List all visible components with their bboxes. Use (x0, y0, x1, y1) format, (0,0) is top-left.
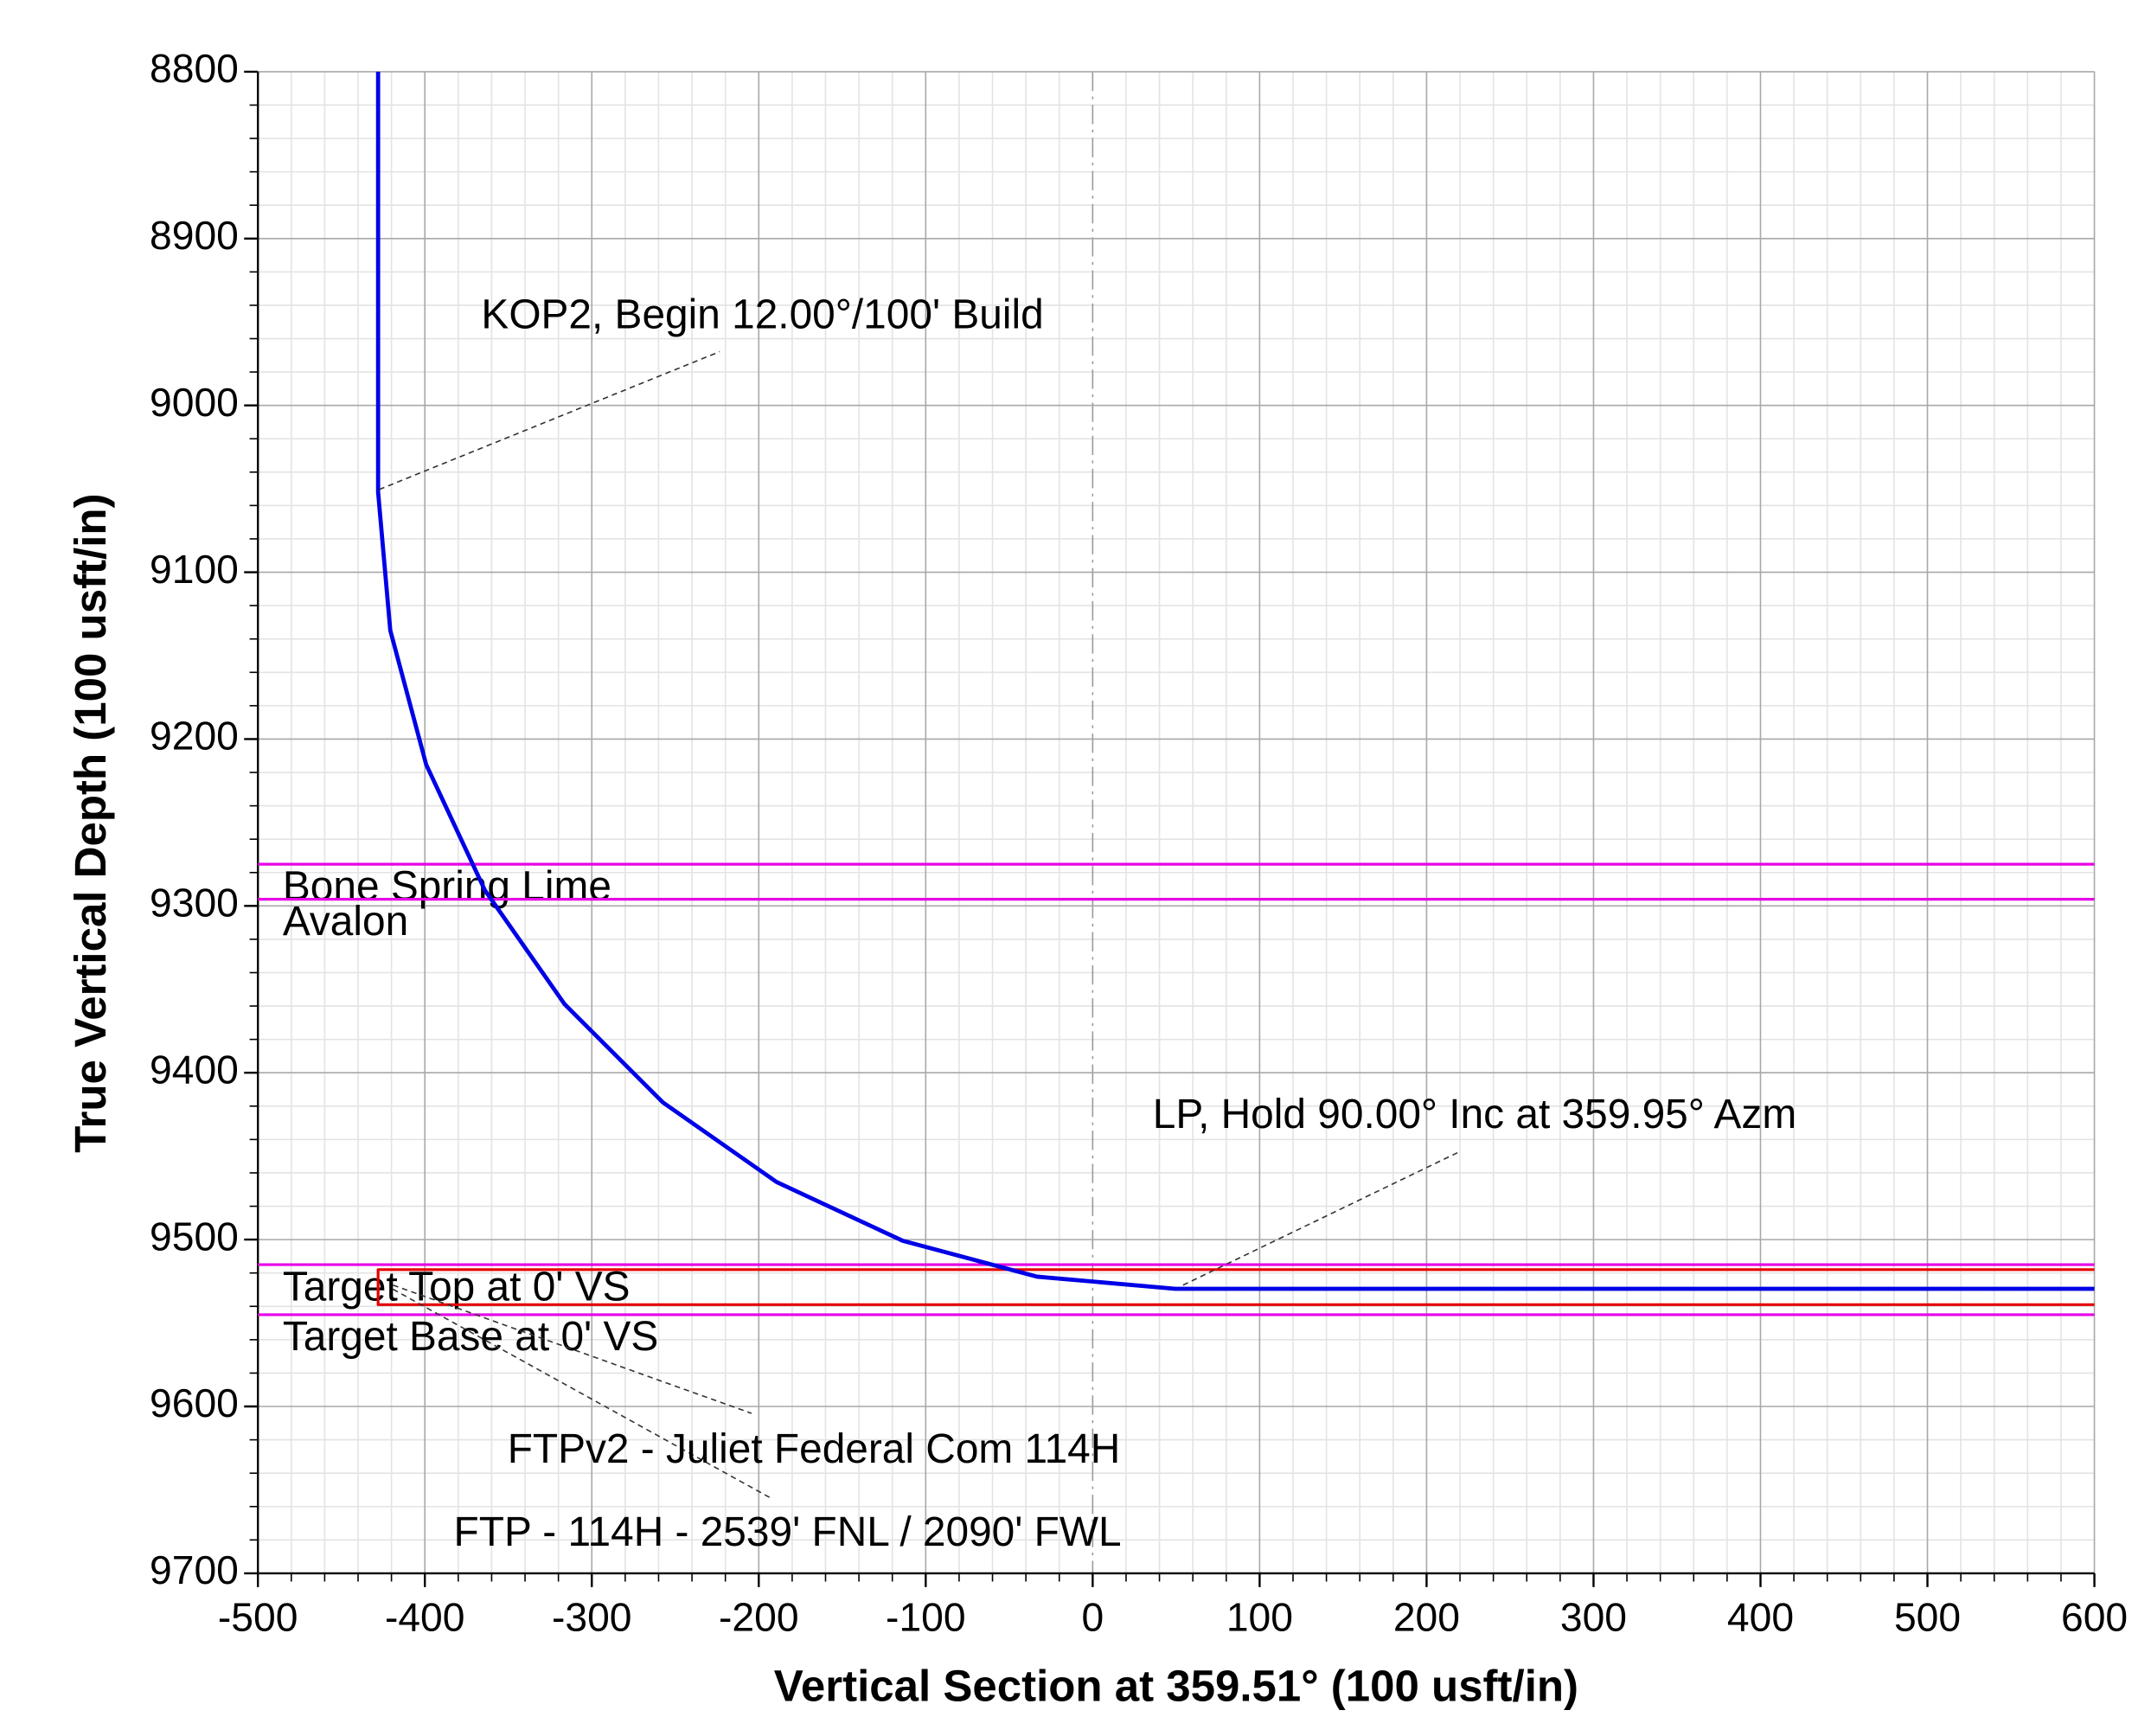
y-tick-label: 8800 (150, 46, 239, 91)
x-tick-label: 500 (1894, 1594, 1961, 1639)
formation-label: Bone Spring Lime (283, 863, 611, 909)
y-tick-label: 8900 (150, 213, 239, 258)
annotation: FTPv2 - Juliet Federal Com 114H (508, 1426, 1121, 1472)
x-tick-label: 0 (1081, 1594, 1104, 1639)
y-tick-label: 9400 (150, 1047, 239, 1092)
annotation: KOP2, Begin 12.00°/100' Build (481, 291, 1043, 337)
y-tick-label: 9000 (150, 380, 239, 425)
x-axis-title: Vertical Section at 359.51° (100 usft/in… (774, 1661, 1578, 1710)
x-tick-label: -500 (218, 1594, 298, 1639)
x-tick-label: -200 (719, 1594, 799, 1639)
series-line (376, 1268, 2095, 1306)
x-tick-label: 100 (1226, 1594, 1293, 1639)
x-tick-label: 400 (1727, 1594, 1794, 1639)
leader-line (1182, 1151, 1458, 1286)
formation-label: Target Top at 0' VS (283, 1264, 631, 1310)
leader-line (379, 350, 720, 490)
annotation: FTP - 114H - 2539' FNL / 2090' FWL (454, 1509, 1122, 1555)
formation-label: Target Base at 0' VS (283, 1314, 658, 1360)
x-tick-label: -100 (886, 1594, 966, 1639)
x-tick-label: 200 (1393, 1594, 1460, 1639)
x-tick-label: 600 (2061, 1594, 2128, 1639)
y-tick-label: 9500 (150, 1214, 239, 1259)
y-tick-label: 9100 (150, 547, 239, 592)
x-tick-label: 300 (1560, 1594, 1627, 1639)
y-axis-title: True Vertical Depth (100 usft/in) (66, 494, 115, 1153)
x-tick-label: -300 (552, 1594, 632, 1639)
y-tick-label: 9300 (150, 881, 239, 926)
formation-label: Avalon (283, 899, 408, 945)
leader-lines (379, 350, 1458, 1500)
x-tick-label: -400 (385, 1594, 465, 1639)
annotation: LP, Hold 90.00° Inc at 359.95° Azm (1153, 1092, 1796, 1137)
y-tick-label: 9200 (150, 714, 239, 759)
y-tick-label: 9700 (150, 1547, 239, 1592)
grid: -500 -400 -300 -200 -100 0 100 200 300 400 500 600 8… (150, 46, 2128, 1639)
y-tick-label: 9600 (150, 1380, 239, 1425)
leader-line (393, 1288, 773, 1500)
series-line (375, 71, 2095, 1291)
